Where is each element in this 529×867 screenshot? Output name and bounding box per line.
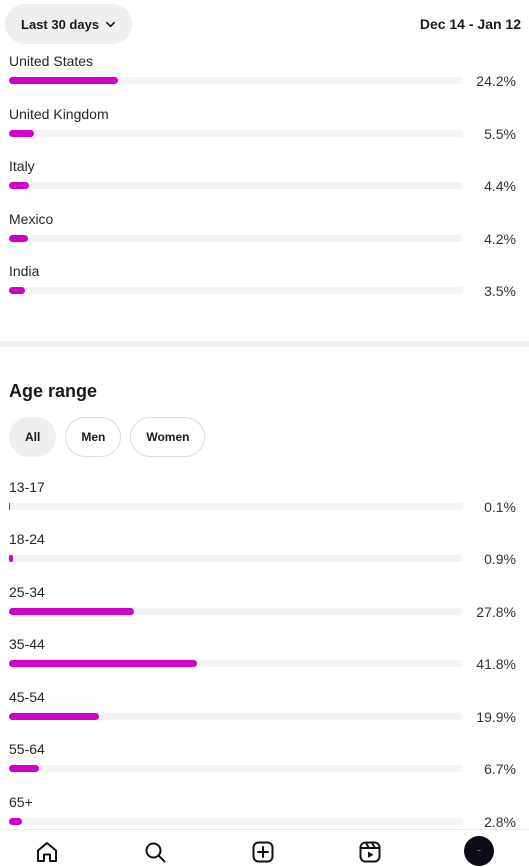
bar-fill	[9, 713, 99, 720]
country-row: Italy 4.4%	[0, 158, 529, 210]
bar-track	[9, 287, 463, 294]
bar-fill	[9, 287, 25, 294]
bar-track	[9, 182, 463, 189]
bar-fill	[9, 182, 29, 189]
age-label: 65+	[9, 794, 33, 810]
date-range-dropdown[interactable]: Last 30 days	[5, 4, 133, 44]
bar-fill	[9, 555, 14, 562]
bar-track	[9, 660, 463, 667]
age-row: 65+ 2.8%	[0, 794, 529, 846]
bar-track	[9, 713, 463, 720]
country-label: United States	[9, 53, 94, 69]
age-label: 35-44	[9, 636, 45, 652]
country-row: United States 24.2%	[0, 53, 529, 105]
section-divider	[0, 341, 529, 347]
bar-track	[9, 818, 463, 825]
bar-track	[9, 503, 463, 510]
bar-track	[9, 608, 463, 615]
age-label: 25-34	[9, 584, 45, 600]
percent-value: 4.4%	[484, 178, 516, 194]
date-range-text: Dec 14 - Jan 12	[419, 16, 521, 32]
country-row: United Kingdom 5.5%	[0, 106, 529, 158]
country-label: Mexico	[9, 211, 54, 227]
search-icon	[145, 842, 166, 863]
percent-value: 24.2%	[476, 73, 516, 89]
bar-fill	[9, 818, 22, 825]
section-title: Age range	[9, 381, 98, 401]
age-label: 45-54	[9, 689, 45, 705]
percent-value: 2.8%	[484, 814, 516, 830]
percent-value: 5.5%	[484, 126, 516, 142]
create-icon	[252, 841, 274, 863]
nav-search[interactable]	[142, 839, 168, 865]
bar-fill	[9, 235, 28, 242]
bar-fill	[9, 77, 118, 84]
country-label: India	[9, 263, 40, 279]
header: Last 30 days Dec 14 - Jan 12	[0, 0, 529, 52]
gender-filter-group: All Men Women	[9, 417, 206, 457]
avatar-logo: ~	[476, 848, 482, 854]
bar-fill	[9, 660, 198, 667]
nav-home[interactable]	[34, 839, 60, 865]
percent-value: 0.1%	[484, 499, 516, 515]
percent-value: 0.9%	[484, 551, 516, 567]
bar-fill	[9, 130, 34, 137]
age-row: 45-54 19.9%	[0, 689, 529, 741]
bar-track	[9, 130, 463, 137]
bar-track	[9, 765, 463, 772]
country-label: United Kingdom	[9, 106, 109, 122]
home-icon	[37, 842, 57, 862]
percent-value: 19.9%	[476, 709, 516, 725]
percent-value: 27.8%	[476, 604, 516, 620]
percent-value: 6.7%	[484, 761, 516, 777]
age-row: 25-34 27.8%	[0, 584, 529, 636]
age-label: 13-17	[9, 479, 45, 495]
age-row: 18-24 0.9%	[0, 531, 529, 583]
filter-women[interactable]: Women	[130, 417, 206, 457]
bar-fill	[9, 765, 40, 772]
country-row: India 3.5%	[0, 263, 529, 315]
nav-reels[interactable]	[357, 839, 383, 865]
bar-track	[9, 555, 463, 562]
percent-value: 3.5%	[484, 283, 516, 299]
country-label: Italy	[9, 158, 35, 174]
nav-create[interactable]	[250, 839, 276, 865]
profile-avatar[interactable]: ~	[464, 836, 494, 866]
age-row: 55-64 6.7%	[0, 741, 529, 793]
percent-value: 41.8%	[476, 656, 516, 672]
country-row: Mexico 4.2%	[0, 211, 529, 263]
bar-track	[9, 235, 463, 242]
age-row: 13-17 0.1%	[0, 479, 529, 531]
age-label: 55-64	[9, 741, 45, 757]
bar-fill	[9, 608, 135, 615]
reels-icon	[359, 841, 381, 863]
bottom-navigation: ~	[0, 829, 529, 867]
filter-men[interactable]: Men	[65, 417, 122, 457]
bar-track	[9, 77, 463, 84]
age-row: 35-44 41.8%	[0, 636, 529, 688]
age-label: 18-24	[9, 531, 45, 547]
percent-value: 4.2%	[484, 231, 516, 247]
chevron-down-icon	[106, 21, 116, 27]
date-range-dropdown-label: Last 30 days	[21, 16, 100, 32]
filter-all[interactable]: All	[9, 417, 57, 457]
